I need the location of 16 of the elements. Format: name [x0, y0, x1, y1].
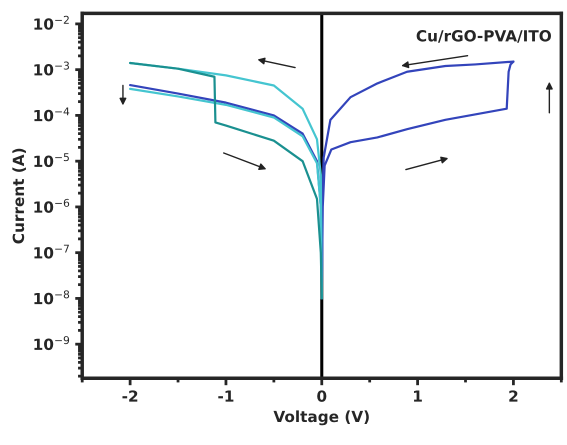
x-axis-title: Voltage (V) — [273, 410, 369, 426]
x-tick-label: -2 — [122, 390, 138, 402]
y-tick-label: 10$^{−4}$ — [34, 107, 70, 122]
x-tick-label: 0 — [317, 390, 326, 402]
y-tick-label: 10$^{−5}$ — [34, 153, 69, 168]
x-tick-label: -1 — [218, 390, 234, 402]
y-tick-label: 10$^{−3}$ — [34, 62, 69, 76]
y-tick-label: 10$^{−6}$ — [34, 198, 70, 213]
y-tick-label: 10$^{−8}$ — [34, 290, 70, 304]
x-tick-label: 2 — [509, 390, 518, 402]
y-axis-title: Current (A) — [12, 148, 26, 244]
y-tick-label: 10$^{−2}$ — [34, 16, 69, 30]
y-tick-label: 10$^{−7}$ — [34, 244, 69, 259]
annotation: Cu/rGO-PVA/ITO — [416, 30, 551, 43]
x-tick-label: 1 — [414, 390, 422, 402]
y-tick-label: 10$^{−9}$ — [34, 336, 70, 350]
